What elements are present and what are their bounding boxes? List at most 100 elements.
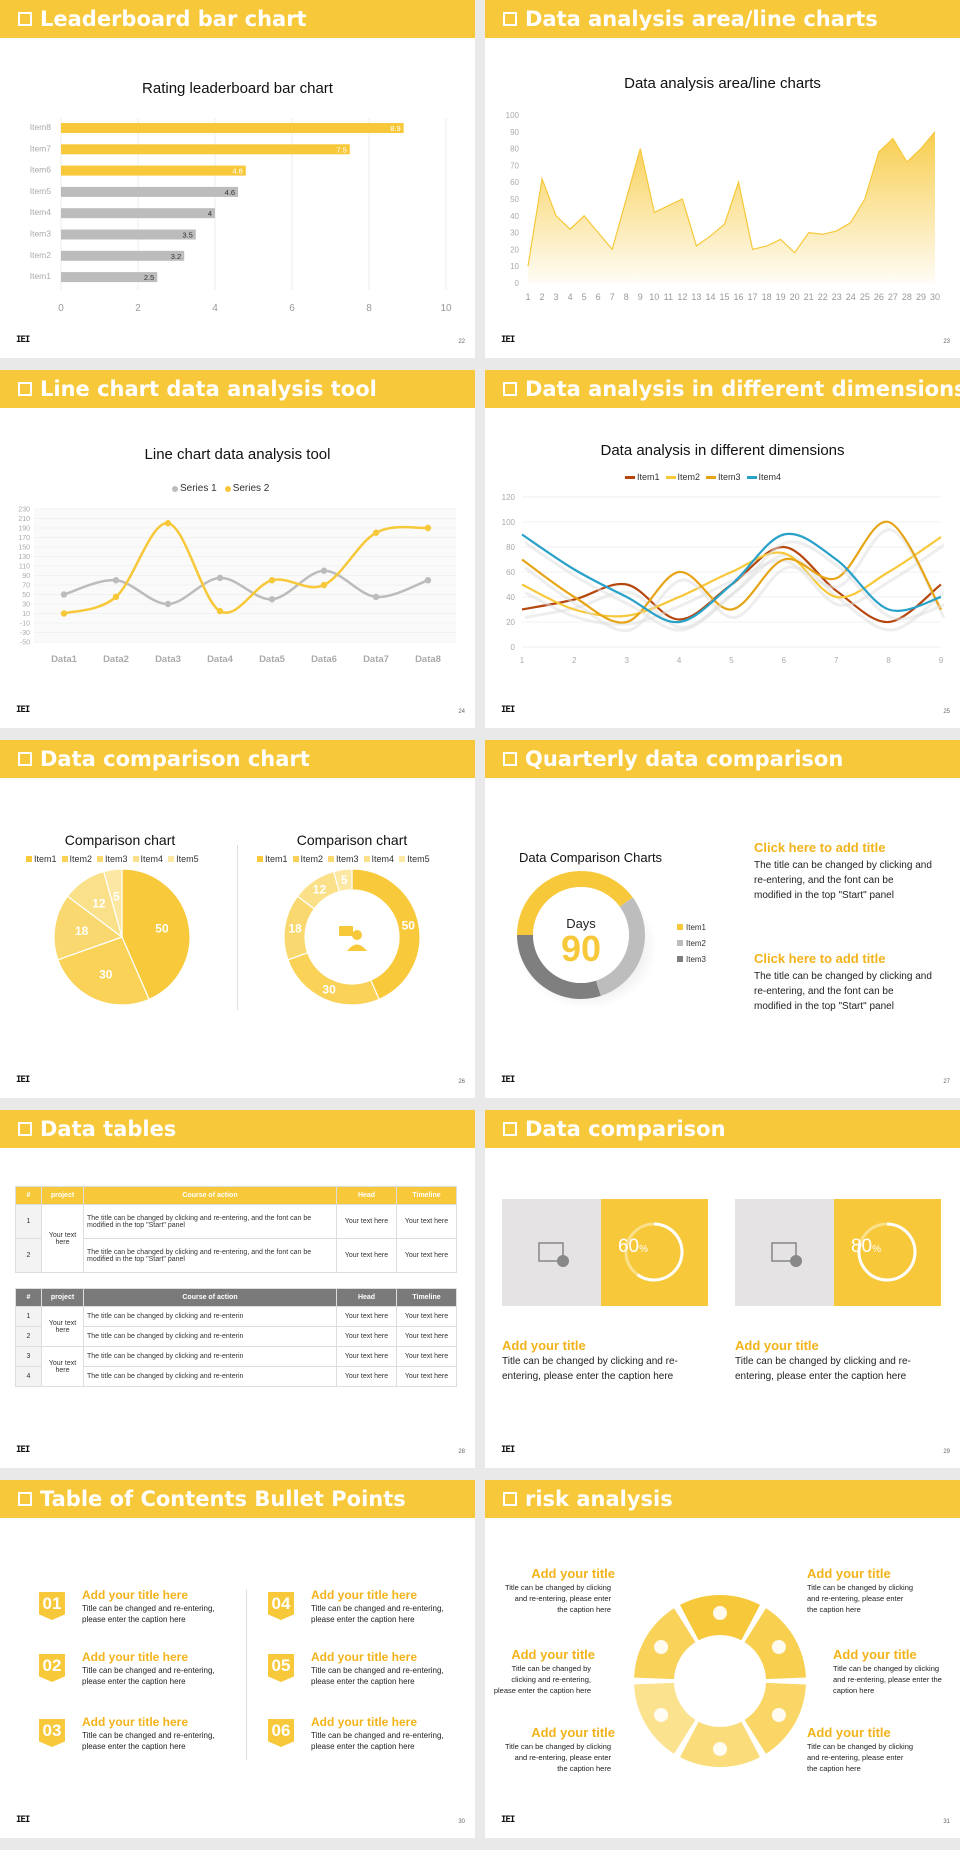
x-tick-label: 2 <box>572 656 577 665</box>
y-tick-label: 10 <box>510 262 519 271</box>
x-tick-label: 26 <box>874 292 884 302</box>
number-badge: 06 <box>268 1719 294 1747</box>
data-label: 3.5 <box>182 231 192 240</box>
slide-title: Data analysis in different dimensions <box>525 377 960 401</box>
data-label: 12 <box>92 896 106 910</box>
x-tick-label: Data8 <box>415 654 441 665</box>
people-icon <box>771 1708 786 1722</box>
data-label: 30 <box>99 967 113 981</box>
logo-icon: IEI <box>501 1445 515 1455</box>
logo-icon: IEI <box>16 1075 30 1085</box>
slide-toc[interactable]: Table of Contents Bullet Points 01 Add y… <box>0 1480 475 1838</box>
y-tick-label: 80 <box>510 145 519 154</box>
legend-item: Item3 <box>677 952 706 968</box>
slide-header: Table of Contents Bullet Points <box>0 1480 475 1518</box>
logo-icon: IEI <box>501 705 515 715</box>
data-point <box>424 524 432 532</box>
chart-title: Comparison chart <box>296 832 408 848</box>
slide-comparison-chart[interactable]: Data comparison chart Comparison chart C… <box>0 740 475 1098</box>
bar <box>61 229 196 240</box>
slide-data-tables[interactable]: Data tables # project Course of action H… <box>0 1110 475 1468</box>
risk-title[interactable]: Add your title <box>531 1725 615 1740</box>
risk-title[interactable]: Add your title <box>511 1647 595 1662</box>
card-title[interactable]: Add your title <box>502 1338 586 1353</box>
slide-quarterly[interactable]: Quarterly data comparison Data Compariso… <box>485 740 960 1098</box>
y-tick-label: 40 <box>506 593 515 602</box>
column-header: project <box>41 1288 84 1307</box>
multi-line-chart: 0 20 40 60 80 100 120 1 2 3 4 5 6 7 8 9 <box>502 493 946 665</box>
legend-swatch <box>26 856 32 862</box>
slide-risk[interactable]: risk analysis Add your title Title can b… <box>485 1480 960 1838</box>
slide-line-tool[interactable]: Line chart data analysis tool Line chart… <box>0 370 475 728</box>
data-label: 2.5 <box>144 273 154 282</box>
checkbox-icon <box>503 752 517 766</box>
x-tick-label: 1 <box>525 292 530 302</box>
bar <box>61 272 158 283</box>
number-badge: 04 <box>268 1592 294 1620</box>
data-point <box>372 529 380 536</box>
y-tick-label: 110 <box>19 564 30 571</box>
data-label: 8.9 <box>390 124 400 133</box>
data-label: 30 <box>322 983 336 997</box>
data-label: 4.8 <box>232 167 242 176</box>
slide-title: Quarterly data comparison <box>525 747 844 771</box>
slide-data-comparison[interactable]: Data comparison 60% 80% Add your title T… <box>485 1110 960 1468</box>
slide-area-chart[interactable]: Data analysis area/line charts Data anal… <box>485 0 960 358</box>
image-placeholder <box>502 1199 601 1306</box>
toc-item-title[interactable]: Add your title here <box>311 1650 418 1664</box>
toc-item-title[interactable]: Add your title here <box>82 1715 189 1729</box>
table-row: 4 The title can be changed by clicking a… <box>15 1366 457 1387</box>
number-badge: 02 <box>39 1654 65 1682</box>
center-value: 90 <box>560 928 602 969</box>
slide-dimensions[interactable]: Data analysis in different dimensions Da… <box>485 370 960 728</box>
risk-title[interactable]: Add your title <box>833 1647 917 1662</box>
slide-title: risk analysis <box>525 1487 673 1511</box>
risk-title[interactable]: Add your title <box>807 1725 891 1740</box>
item-title[interactable]: Click here to add title <box>754 840 886 855</box>
x-tick-label: 3 <box>625 656 630 665</box>
donut-slice <box>517 935 601 999</box>
table-row: 3 Your text here The title can be change… <box>15 1346 457 1387</box>
toc-item-title[interactable]: Add your title here <box>82 1588 189 1602</box>
y-tick-label: 0 <box>511 643 516 652</box>
risk-title[interactable]: Add your title <box>807 1566 891 1581</box>
page-number: 27 <box>943 1079 950 1085</box>
series-shadow <box>524 540 945 632</box>
data-point <box>60 610 68 617</box>
x-tick-label: 9 <box>638 292 643 302</box>
percent-panel <box>601 1199 708 1306</box>
coins-icon <box>771 1640 786 1654</box>
x-tick-label: Data2 <box>103 654 129 665</box>
card-title[interactable]: Add your title <box>735 1338 819 1353</box>
data-point <box>320 567 328 574</box>
legend-item: Item2 <box>61 854 92 864</box>
bar <box>61 123 404 133</box>
data-point <box>372 593 380 601</box>
risk-title[interactable]: Add your title <box>531 1566 615 1581</box>
page-number: 29 <box>943 1449 950 1455</box>
legend-swatch <box>168 856 175 862</box>
page-number: 25 <box>943 709 950 715</box>
y-tick-label: 60 <box>510 178 519 187</box>
x-tick-label: 21 <box>804 292 814 302</box>
slide-leaderboard[interactable]: Leaderboard bar chart Rating leaderboard… <box>0 0 475 358</box>
toc-item-title[interactable]: Add your title here <box>82 1650 189 1664</box>
data-point <box>424 577 432 584</box>
legend-item: Item3 <box>97 854 128 864</box>
chart-title: Data analysis in different dimensions <box>600 442 845 459</box>
x-tick-label: 29 <box>916 292 926 302</box>
y-tick-label: 100 <box>506 111 520 120</box>
y-tick-label: 50 <box>22 592 30 599</box>
item-title[interactable]: Click here to add title <box>754 951 886 966</box>
x-tick-label: Data3 <box>155 654 181 665</box>
pie-slice <box>102 868 123 938</box>
toc-item-title[interactable]: Add your title here <box>311 1588 418 1602</box>
number-badge: 05 <box>268 1654 294 1682</box>
chart-legend: Item1 Item2 Item3 <box>677 920 706 968</box>
toc-item-title[interactable]: Add your title here <box>311 1715 418 1729</box>
data-point <box>60 591 68 598</box>
column-header: # <box>15 1186 42 1205</box>
legend-item: Item2 <box>677 936 706 952</box>
checkbox-icon <box>18 1122 32 1136</box>
legend-swatch <box>132 856 139 862</box>
